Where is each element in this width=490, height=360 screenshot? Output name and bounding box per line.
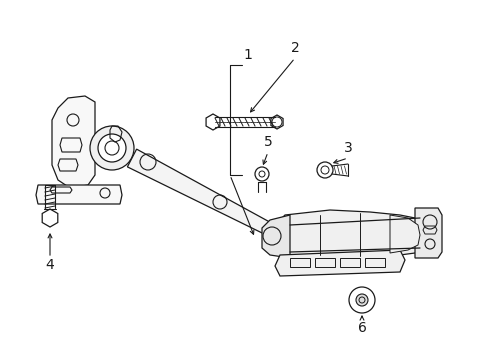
Text: 6: 6 <box>358 321 367 335</box>
Circle shape <box>90 126 134 170</box>
Polygon shape <box>278 210 420 258</box>
Polygon shape <box>275 250 405 276</box>
Polygon shape <box>290 218 420 252</box>
Polygon shape <box>42 209 58 227</box>
Circle shape <box>349 287 375 313</box>
Text: 3: 3 <box>343 141 352 155</box>
Polygon shape <box>415 208 442 258</box>
Text: 4: 4 <box>46 258 54 272</box>
Circle shape <box>288 228 308 248</box>
Circle shape <box>356 294 368 306</box>
Polygon shape <box>127 149 293 245</box>
Polygon shape <box>271 115 283 129</box>
Polygon shape <box>390 215 420 253</box>
Polygon shape <box>206 114 220 130</box>
Text: 2: 2 <box>291 41 299 55</box>
Circle shape <box>98 134 126 162</box>
Circle shape <box>280 220 316 256</box>
Circle shape <box>316 216 344 244</box>
Text: 5: 5 <box>264 135 272 149</box>
Polygon shape <box>262 215 290 258</box>
Polygon shape <box>52 96 95 188</box>
Circle shape <box>317 162 333 178</box>
Text: 1: 1 <box>244 48 252 62</box>
Polygon shape <box>36 185 122 204</box>
